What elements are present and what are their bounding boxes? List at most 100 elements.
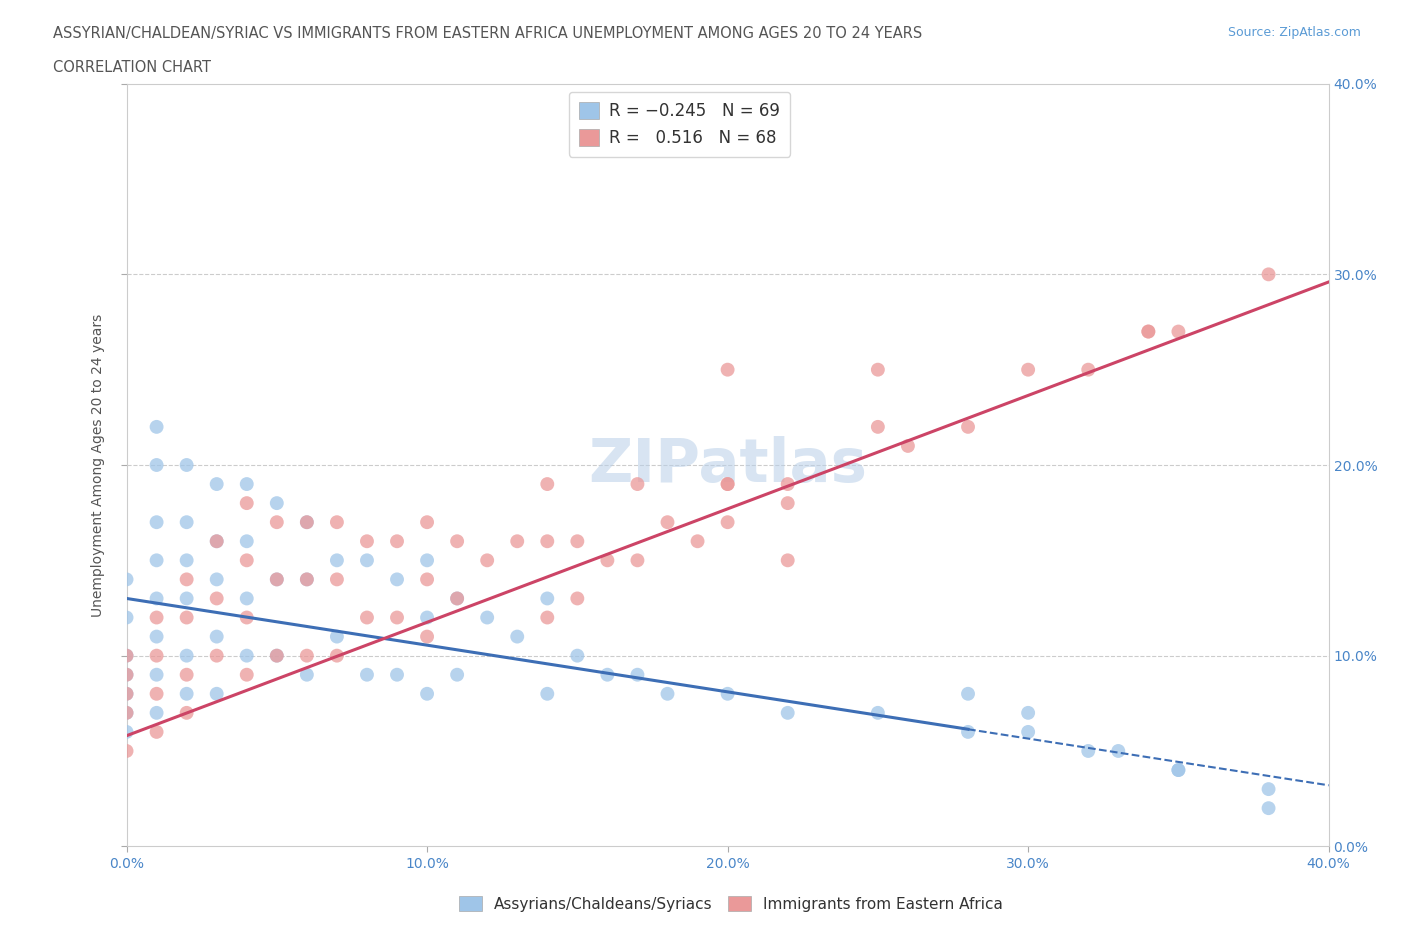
Point bbox=[145, 706, 167, 721]
Point bbox=[176, 706, 198, 721]
Point bbox=[295, 515, 318, 530]
Point bbox=[866, 419, 889, 434]
Point bbox=[326, 630, 349, 644]
Point bbox=[626, 668, 648, 683]
Point bbox=[205, 534, 228, 549]
Point bbox=[145, 458, 167, 472]
Point bbox=[446, 534, 468, 549]
Point bbox=[145, 724, 167, 739]
Point bbox=[866, 706, 889, 721]
Point bbox=[416, 553, 439, 568]
Point bbox=[176, 668, 198, 683]
Point bbox=[1257, 781, 1279, 796]
Point bbox=[716, 363, 740, 378]
Point bbox=[115, 724, 138, 739]
Point bbox=[416, 686, 439, 701]
Point bbox=[686, 534, 709, 549]
Point bbox=[266, 648, 288, 663]
Point bbox=[176, 591, 198, 606]
Point bbox=[115, 610, 138, 625]
Point bbox=[776, 477, 799, 492]
Text: Source: ZipAtlas.com: Source: ZipAtlas.com bbox=[1227, 26, 1361, 39]
Point bbox=[356, 610, 378, 625]
Point bbox=[176, 515, 198, 530]
Point bbox=[716, 515, 740, 530]
Point bbox=[205, 477, 228, 492]
Point bbox=[446, 591, 468, 606]
Point bbox=[506, 630, 529, 644]
Point bbox=[1077, 363, 1099, 378]
Legend: R = −0.245   N = 69, R =   0.516   N = 68: R = −0.245 N = 69, R = 0.516 N = 68 bbox=[569, 92, 790, 156]
Point bbox=[1017, 706, 1039, 721]
Point bbox=[1167, 763, 1189, 777]
Point bbox=[176, 553, 198, 568]
Point bbox=[266, 648, 288, 663]
Point bbox=[235, 496, 259, 511]
Point bbox=[446, 591, 468, 606]
Point bbox=[176, 686, 198, 701]
Point bbox=[235, 648, 259, 663]
Point bbox=[536, 610, 558, 625]
Point bbox=[626, 553, 648, 568]
Point bbox=[295, 572, 318, 587]
Point bbox=[1257, 801, 1279, 816]
Point bbox=[326, 572, 349, 587]
Point bbox=[235, 477, 259, 492]
Point bbox=[115, 668, 138, 683]
Point bbox=[385, 534, 408, 549]
Point bbox=[176, 610, 198, 625]
Point bbox=[145, 610, 167, 625]
Point bbox=[506, 534, 529, 549]
Point bbox=[176, 648, 198, 663]
Point bbox=[115, 648, 138, 663]
Point bbox=[567, 648, 589, 663]
Point bbox=[266, 572, 288, 587]
Point bbox=[866, 363, 889, 378]
Point bbox=[536, 591, 558, 606]
Point bbox=[145, 591, 167, 606]
Point bbox=[205, 648, 228, 663]
Point bbox=[416, 630, 439, 644]
Point bbox=[115, 686, 138, 701]
Point bbox=[115, 706, 138, 721]
Point bbox=[536, 534, 558, 549]
Point bbox=[416, 572, 439, 587]
Point bbox=[326, 648, 349, 663]
Point bbox=[475, 553, 498, 568]
Point bbox=[235, 610, 259, 625]
Point bbox=[716, 477, 740, 492]
Point bbox=[205, 630, 228, 644]
Point bbox=[626, 477, 648, 492]
Point bbox=[475, 610, 498, 625]
Point bbox=[385, 668, 408, 683]
Point bbox=[326, 553, 349, 568]
Point bbox=[205, 534, 228, 549]
Point bbox=[567, 534, 589, 549]
Point bbox=[115, 686, 138, 701]
Point bbox=[716, 686, 740, 701]
Point bbox=[115, 572, 138, 587]
Point bbox=[145, 648, 167, 663]
Point bbox=[416, 515, 439, 530]
Point bbox=[115, 648, 138, 663]
Point bbox=[596, 553, 619, 568]
Point bbox=[266, 572, 288, 587]
Point bbox=[356, 668, 378, 683]
Point bbox=[205, 686, 228, 701]
Point bbox=[567, 591, 589, 606]
Point bbox=[446, 668, 468, 683]
Point bbox=[295, 668, 318, 683]
Point bbox=[776, 553, 799, 568]
Point bbox=[1017, 363, 1039, 378]
Point bbox=[1107, 744, 1129, 759]
Point bbox=[326, 515, 349, 530]
Point bbox=[145, 630, 167, 644]
Point bbox=[145, 553, 167, 568]
Point bbox=[176, 572, 198, 587]
Text: ASSYRIAN/CHALDEAN/SYRIAC VS IMMIGRANTS FROM EASTERN AFRICA UNEMPLOYMENT AMONG AG: ASSYRIAN/CHALDEAN/SYRIAC VS IMMIGRANTS F… bbox=[53, 26, 922, 41]
Point bbox=[266, 515, 288, 530]
Point bbox=[1137, 325, 1160, 339]
Point bbox=[266, 496, 288, 511]
Point bbox=[1077, 744, 1099, 759]
Point bbox=[956, 419, 979, 434]
